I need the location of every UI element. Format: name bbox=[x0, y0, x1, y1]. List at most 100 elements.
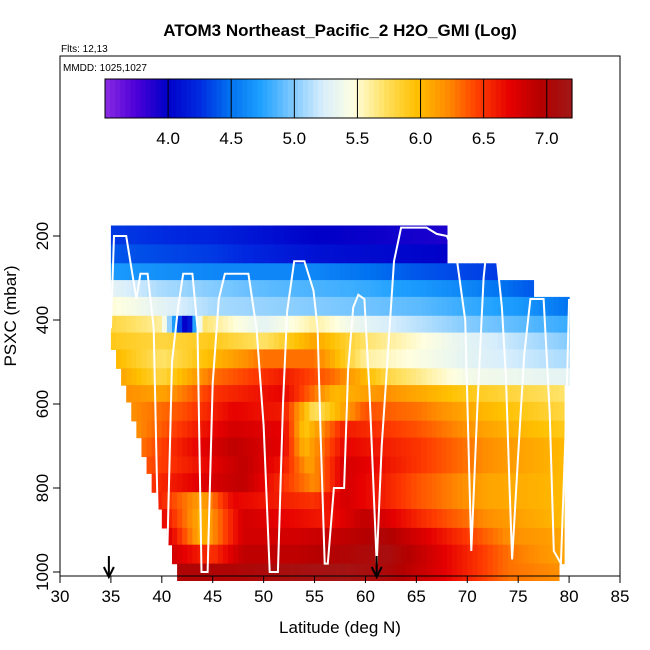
heatmap-cell bbox=[192, 225, 199, 245]
heatmap-cell bbox=[238, 437, 244, 458]
heatmap-cell bbox=[309, 349, 316, 369]
heatmap-cell bbox=[126, 332, 132, 350]
heatmap-cell bbox=[401, 437, 407, 458]
heatmap-cell bbox=[258, 296, 265, 317]
heatmap-cell bbox=[396, 492, 402, 510]
heatmap-cell bbox=[304, 244, 311, 264]
heatmap-cell bbox=[538, 296, 545, 317]
heatmap-cell bbox=[416, 544, 423, 565]
colorbar-tick-label: 7.0 bbox=[535, 129, 559, 148]
heatmap-cell bbox=[441, 280, 448, 298]
heatmap-cell bbox=[177, 473, 183, 493]
heatmap-cell bbox=[508, 473, 514, 493]
heatmap-cell bbox=[182, 456, 188, 474]
heatmap-cell bbox=[441, 456, 448, 474]
heatmap-cell bbox=[452, 492, 458, 510]
heatmap-cell bbox=[365, 473, 372, 493]
heatmap-cell bbox=[431, 456, 438, 474]
heatmap-cell bbox=[278, 263, 285, 281]
heatmap-cell bbox=[268, 368, 275, 386]
heatmap-cell bbox=[248, 509, 255, 529]
heatmap-cell bbox=[370, 509, 377, 529]
heatmap-cell bbox=[217, 263, 224, 281]
heatmap-cell bbox=[258, 563, 265, 581]
heatmap-cell bbox=[406, 401, 412, 422]
heatmap-cell bbox=[345, 349, 351, 369]
heatmap-cell bbox=[248, 315, 255, 334]
heatmap-cell bbox=[187, 368, 193, 386]
heatmap-cell bbox=[161, 225, 168, 245]
heatmap-cell bbox=[334, 280, 341, 298]
heatmap-cell bbox=[396, 437, 402, 458]
heatmap-cell bbox=[273, 225, 280, 245]
heatmap-cell bbox=[518, 456, 524, 474]
heatmap-cell bbox=[558, 420, 565, 439]
heatmap-cell bbox=[207, 296, 214, 317]
heatmap-cell bbox=[258, 420, 265, 439]
heatmap-cell bbox=[334, 315, 341, 334]
heatmap-cell bbox=[385, 492, 392, 510]
heatmap-cell bbox=[426, 437, 433, 458]
heatmap-cell bbox=[273, 473, 280, 493]
heatmap-cell bbox=[533, 385, 540, 403]
heatmap-cell bbox=[426, 315, 433, 334]
heatmap-cell bbox=[182, 437, 188, 458]
heatmap-cell bbox=[233, 401, 239, 422]
heatmap-cell bbox=[182, 332, 188, 350]
heatmap-cell bbox=[187, 315, 193, 334]
heatmap-cell bbox=[380, 315, 387, 334]
heatmap-cell bbox=[212, 225, 219, 245]
heatmap-cell bbox=[457, 420, 463, 439]
heatmap-cell bbox=[543, 401, 550, 422]
heatmap-cell bbox=[452, 368, 458, 386]
heatmap-cell bbox=[396, 332, 402, 350]
heatmap-cell bbox=[345, 296, 351, 317]
colorbar-swatch bbox=[455, 79, 461, 118]
heatmap-cell bbox=[324, 225, 331, 245]
heatmap-cell bbox=[543, 420, 550, 439]
heatmap-cell bbox=[441, 401, 448, 422]
heatmap-cell bbox=[370, 280, 377, 298]
heatmap-cell bbox=[166, 401, 173, 422]
heatmap-cell bbox=[482, 349, 489, 369]
heatmap-cell bbox=[350, 509, 356, 529]
heatmap-cell bbox=[324, 456, 331, 474]
heatmap-cell bbox=[238, 420, 244, 439]
heatmap-cell bbox=[523, 385, 529, 403]
heatmap-cell bbox=[523, 473, 529, 493]
heatmap-cell bbox=[467, 385, 473, 403]
heatmap-cell bbox=[222, 473, 229, 493]
heatmap-cell bbox=[222, 544, 229, 565]
heatmap-cell bbox=[375, 244, 382, 264]
heatmap-cell bbox=[385, 456, 392, 474]
heatmap-cell bbox=[177, 401, 183, 422]
heatmap-cell bbox=[263, 527, 270, 546]
heatmap-cell bbox=[477, 509, 484, 529]
heatmap-cell bbox=[289, 401, 295, 422]
heatmap-cell bbox=[248, 563, 255, 581]
heatmap-cell bbox=[278, 509, 285, 529]
heatmap-cell bbox=[263, 401, 270, 422]
heatmap-cell bbox=[192, 280, 199, 298]
heatmap-cell bbox=[340, 563, 346, 581]
heatmap-cell bbox=[548, 401, 555, 422]
heatmap-cell bbox=[187, 280, 193, 298]
heatmap-cell bbox=[436, 544, 443, 565]
heatmap-cell bbox=[324, 368, 331, 386]
x-axis: 30 35 40 45 50 55 60 65 70 75 80 85 bbox=[51, 576, 629, 606]
heatmap-cell bbox=[187, 401, 193, 422]
heatmap-cell bbox=[207, 401, 214, 422]
heatmap-cell bbox=[543, 563, 550, 581]
heatmap-cell bbox=[355, 437, 361, 458]
heatmap-cell bbox=[340, 349, 346, 369]
heatmap-cell bbox=[452, 332, 458, 350]
heatmap-cell bbox=[309, 296, 316, 317]
heatmap-cell bbox=[492, 280, 499, 298]
heatmap-cell bbox=[121, 315, 127, 334]
heatmap-cell bbox=[431, 225, 438, 245]
heatmap-cell bbox=[329, 263, 336, 281]
heatmap-cell bbox=[462, 296, 468, 317]
heatmap-cell bbox=[263, 368, 270, 386]
heatmap-cell bbox=[329, 225, 336, 245]
heatmap-cell bbox=[268, 349, 275, 369]
